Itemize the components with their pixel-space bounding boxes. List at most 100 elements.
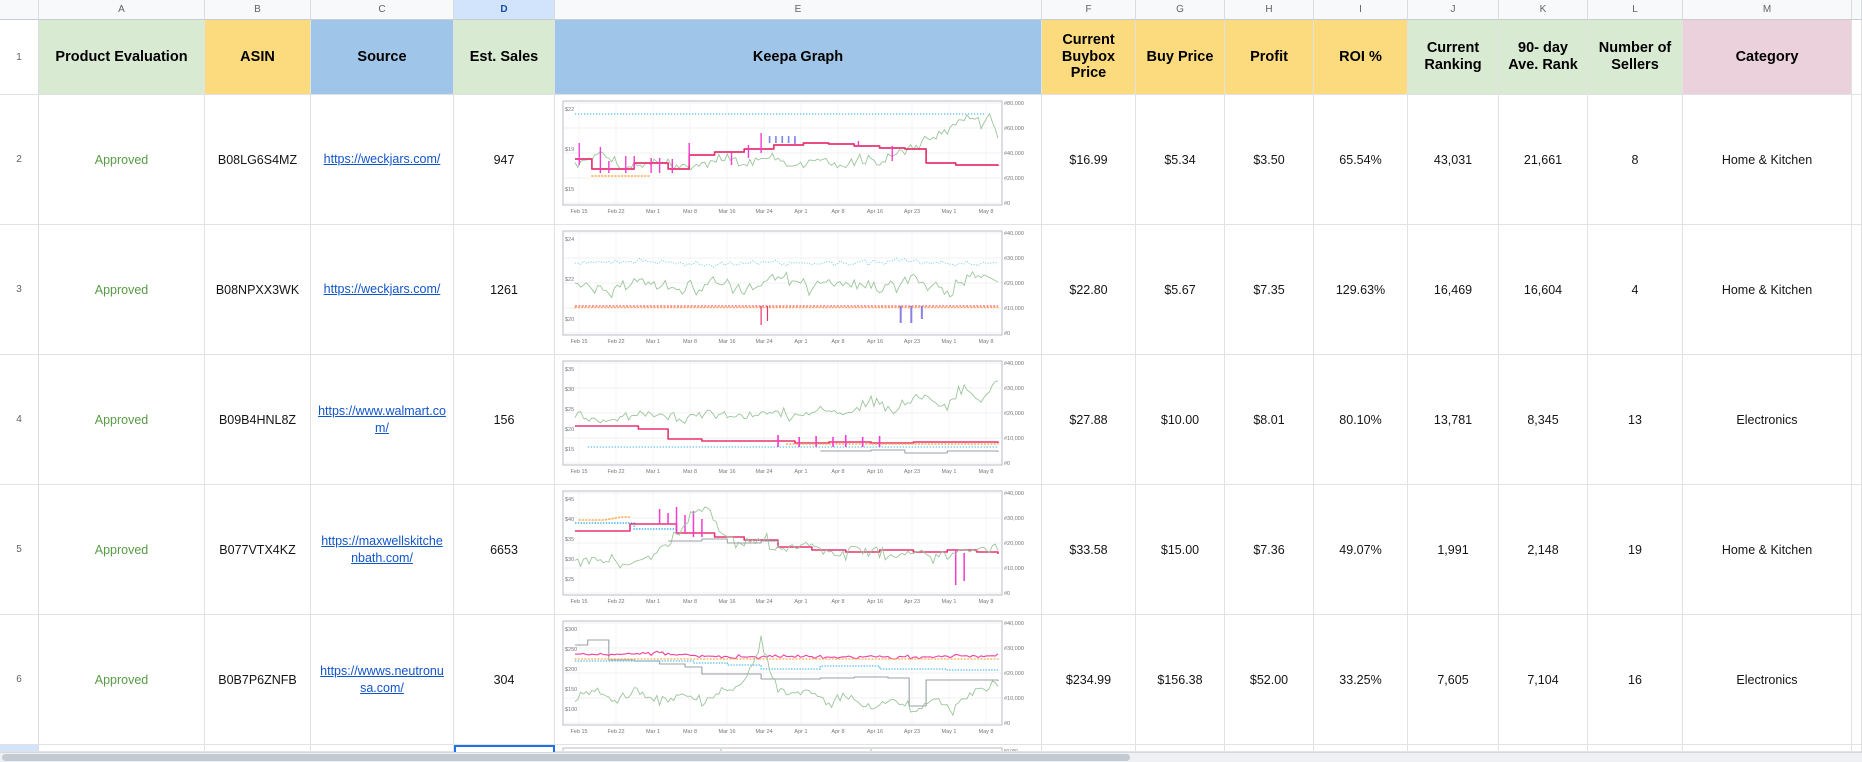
svg-text:#20,000: #20,000	[1004, 411, 1024, 417]
cell-row7[interactable]	[1136, 745, 1225, 752]
keepa-graph-cell: #80,000 #60,000 #40,000 #20,000 #0 Feb 15 Feb …	[555, 95, 1042, 225]
roi-cell: 129.63%	[1314, 225, 1408, 355]
select-all-corner[interactable]	[0, 0, 39, 20]
svg-text:Mar 1: Mar 1	[646, 469, 660, 475]
keepa-graph-partial: 60,000	[562, 747, 1018, 752]
source-link[interactable]: https://weckjars.com/	[323, 282, 441, 297]
svg-text:Apr 8: Apr 8	[831, 729, 844, 735]
est-sales-cell: 947	[454, 95, 555, 225]
column-header-G[interactable]: G	[1136, 0, 1225, 20]
svg-text:$30: $30	[565, 557, 574, 563]
buy-price-cell: $156.38	[1136, 615, 1225, 745]
est-sales-cell: 6653	[454, 485, 555, 615]
column-header-H[interactable]: H	[1225, 0, 1314, 20]
cell-row7[interactable]	[1225, 745, 1314, 752]
column-header-M[interactable]: M	[1683, 0, 1852, 20]
buy-price-cell: $5.67	[1136, 225, 1225, 355]
svg-text:Feb 15: Feb 15	[570, 209, 587, 215]
buybox-price-cell: $27.88	[1042, 355, 1136, 485]
num-sellers-cell: 4	[1588, 225, 1683, 355]
cell-row7[interactable]	[1314, 745, 1408, 752]
cell-row7[interactable]	[1588, 745, 1683, 752]
profit-cell: $3.50	[1225, 95, 1314, 225]
source-cell: https://www.walmart.com/	[311, 355, 454, 485]
row-header-7[interactable]	[0, 745, 39, 752]
product-evaluation-cell: Approved	[39, 95, 205, 225]
cell-row7[interactable]	[1499, 745, 1588, 752]
svg-text:#10,000: #10,000	[1004, 306, 1024, 312]
selected-cell-D7[interactable]	[454, 745, 555, 752]
row-header-1[interactable]: 1	[0, 20, 39, 95]
column-header-F[interactable]: F	[1042, 0, 1136, 20]
column-header-A[interactable]: A	[39, 0, 205, 20]
source-link[interactable]: https://weckjars.com/	[323, 152, 441, 167]
svg-text:Mar 8: Mar 8	[683, 599, 697, 605]
svg-text:Apr 1: Apr 1	[794, 729, 807, 735]
column-header-B[interactable]: B	[205, 0, 311, 20]
svg-text:$20: $20	[565, 317, 574, 323]
keepa-graph-image: #40,000 #30,000 #20,000 #10,000 #0 Feb 15 Feb …	[561, 620, 1034, 738]
category-cell: Home & Kitchen	[1683, 95, 1852, 225]
svg-text:$15: $15	[565, 187, 574, 193]
header-cell-asin: ASIN	[205, 20, 311, 95]
keepa-graph-image: #80,000 #60,000 #40,000 #20,000 #0 Feb 15 Feb …	[561, 100, 1034, 218]
cell-row7[interactable]	[1852, 745, 1862, 752]
asin-cell: B08NPXX3WK	[205, 225, 311, 355]
source-link[interactable]: https://wwws.neutronusa.com/	[320, 664, 444, 695]
row-header-4[interactable]: 4	[0, 355, 39, 485]
row-header-6[interactable]: 6	[0, 615, 39, 745]
scrollbar-thumb[interactable]	[2, 754, 1130, 761]
row-header-5[interactable]: 5	[0, 485, 39, 615]
row-filler	[1852, 355, 1862, 485]
row-header-3[interactable]: 3	[0, 225, 39, 355]
current-ranking-cell: 13,781	[1408, 355, 1499, 485]
column-header-E[interactable]: E	[555, 0, 1042, 20]
horizontal-scrollbar[interactable]	[0, 752, 1862, 762]
column-header-C[interactable]: C	[311, 0, 454, 20]
column-header-L[interactable]: L	[1588, 0, 1683, 20]
svg-text:Apr 16: Apr 16	[867, 339, 883, 345]
svg-text:$300: $300	[565, 627, 577, 633]
current-ranking-cell: 43,031	[1408, 95, 1499, 225]
cell-row7[interactable]	[1042, 745, 1136, 752]
column-header-I[interactable]: I	[1314, 0, 1408, 20]
cell-A7[interactable]	[39, 745, 205, 752]
svg-text:Feb 15: Feb 15	[570, 469, 587, 475]
cell-row7[interactable]	[1408, 745, 1499, 752]
keepa-graph-cell: #40,000 #30,000 #20,000 #10,000 #0 Feb 15 Feb …	[555, 485, 1042, 615]
product-evaluation-cell: Approved	[39, 225, 205, 355]
column-header-K[interactable]: K	[1499, 0, 1588, 20]
column-header-D[interactable]: D	[454, 0, 555, 20]
buybox-price-cell: $234.99	[1042, 615, 1136, 745]
header-cell-roi: ROI %	[1314, 20, 1408, 95]
row-filler	[1852, 485, 1862, 615]
column-header-J[interactable]: J	[1408, 0, 1499, 20]
svg-text:Feb 22: Feb 22	[607, 469, 624, 475]
svg-text:$200: $200	[565, 667, 577, 673]
source-link[interactable]: https://maxwellskitchenbath.com/	[321, 534, 443, 565]
svg-text:Feb 22: Feb 22	[607, 209, 624, 215]
svg-text:#10,000: #10,000	[1004, 696, 1024, 702]
row-header-2[interactable]: 2	[0, 95, 39, 225]
header-cell-profit: Profit	[1225, 20, 1314, 95]
svg-text:Mar 24: Mar 24	[755, 469, 772, 475]
partial-chart-axis-label: 60,000	[1004, 748, 1018, 752]
buy-price-cell: $15.00	[1136, 485, 1225, 615]
cell-B7[interactable]	[205, 745, 311, 752]
cell-C7[interactable]	[311, 745, 454, 752]
svg-text:May 8: May 8	[979, 729, 994, 735]
svg-text:Apr 8: Apr 8	[831, 339, 844, 345]
header-cell-90-day-ave-rank: 90- day Ave. Rank	[1499, 20, 1588, 95]
profit-cell: $7.35	[1225, 225, 1314, 355]
cell-row7[interactable]	[1683, 745, 1852, 752]
buybox-price-cell: $16.99	[1042, 95, 1136, 225]
profit-cell: $7.36	[1225, 485, 1314, 615]
svg-text:#20,000: #20,000	[1004, 671, 1024, 677]
column-header-partial	[1852, 0, 1862, 20]
svg-text:#30,000: #30,000	[1004, 386, 1024, 392]
source-link[interactable]: https://www.walmart.com/	[318, 404, 446, 435]
svg-text:Apr 23: Apr 23	[904, 209, 920, 215]
svg-text:Apr 23: Apr 23	[904, 599, 920, 605]
svg-text:Mar 1: Mar 1	[646, 339, 660, 345]
svg-text:Mar 8: Mar 8	[683, 209, 697, 215]
